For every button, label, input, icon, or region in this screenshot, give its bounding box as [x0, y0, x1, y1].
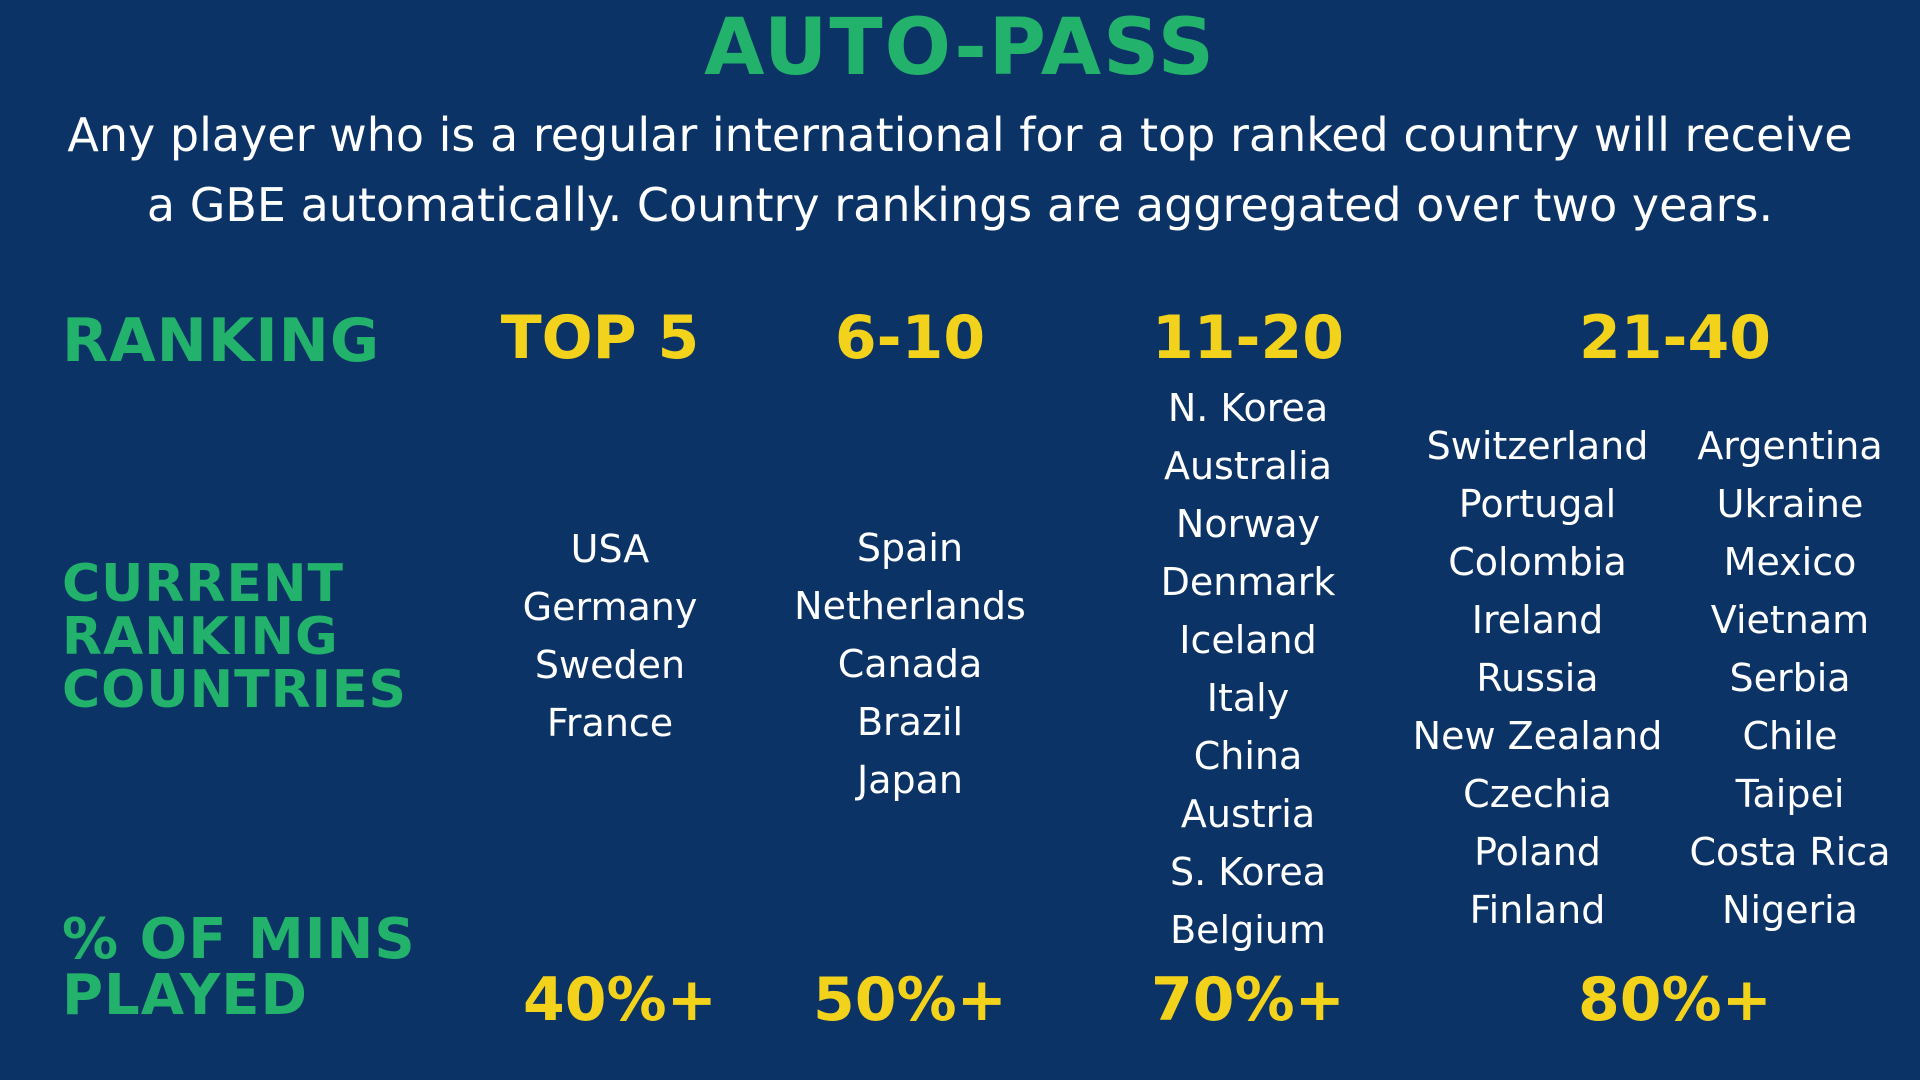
- country-item: Costa Rica: [1689, 830, 1891, 874]
- tier-percent-21-40: 80%+: [1578, 965, 1772, 1035]
- tier-header-6-10: 6-10: [834, 303, 986, 373]
- country-item: Sweden: [534, 643, 686, 687]
- tier-percent-11-20: 70%+: [1151, 965, 1345, 1035]
- tier-header-11-20: 11-20: [1152, 303, 1344, 373]
- country-item: Portugal: [1458, 482, 1617, 526]
- country-list-6-10: Spain Netherlands Canada Brazil Japan: [770, 519, 1050, 809]
- subtitle-line-1: Any player who is a regular internationa…: [67, 108, 1853, 162]
- country-item: Brazil: [856, 700, 964, 744]
- row-label-ranking: RANKING: [62, 306, 381, 376]
- country-item: USA: [570, 527, 650, 571]
- country-item: Belgium: [1170, 908, 1326, 952]
- country-item: Japan: [857, 758, 963, 802]
- country-item: Czechia: [1463, 772, 1612, 816]
- country-item: Ireland: [1471, 598, 1604, 642]
- row-label-line: PLAYED: [62, 963, 308, 1028]
- page-subtitle: Any player who is a regular internationa…: [30, 100, 1890, 240]
- country-item: Russia: [1476, 656, 1599, 700]
- country-item: Austria: [1180, 792, 1316, 836]
- page-title: AUTO-PASS: [704, 3, 1216, 93]
- country-item: New Zealand: [1412, 714, 1663, 758]
- country-item: Spain: [856, 526, 964, 570]
- country-item: Finland: [1469, 888, 1606, 932]
- country-item: Denmark: [1160, 560, 1336, 604]
- country-item: Poland: [1474, 830, 1601, 874]
- country-item: Argentina: [1697, 424, 1883, 468]
- row-label-current-ranking-countries: CURRENT RANKING COUNTRIES: [62, 558, 407, 717]
- subtitle-line-2: a GBE automatically. Country rankings ar…: [146, 178, 1774, 232]
- country-list-11-20: N. Korea Australia Norway Denmark Icelan…: [1118, 379, 1378, 959]
- country-list-21-40-col2: Argentina Ukraine Mexico Vietnam Serbia …: [1670, 417, 1910, 939]
- country-item: Vietnam: [1710, 598, 1870, 642]
- row-label-mins-played: % OF MINS PLAYED: [62, 912, 416, 1024]
- country-item: Nigeria: [1722, 888, 1858, 932]
- country-item: Chile: [1742, 714, 1838, 758]
- country-item: Canada: [837, 642, 983, 686]
- country-item: Mexico: [1723, 540, 1857, 584]
- country-item: Australia: [1163, 444, 1333, 488]
- country-item: S. Korea: [1169, 850, 1326, 894]
- country-item: Netherlands: [794, 584, 1026, 628]
- row-label-line: COUNTRIES: [62, 660, 407, 720]
- row-label-line: % OF MINS: [62, 907, 416, 972]
- tier-percent-6-10: 50%+: [813, 965, 1007, 1035]
- country-item: Switzerland: [1426, 424, 1649, 468]
- tier-header-top5: TOP 5: [500, 303, 700, 373]
- country-item: N. Korea: [1167, 386, 1329, 430]
- country-list-top5: USA Germany Sweden France: [490, 520, 730, 752]
- tier-percent-top5: 40%+: [523, 965, 717, 1035]
- country-item: Iceland: [1179, 618, 1317, 662]
- country-item: Ukraine: [1716, 482, 1864, 526]
- country-item: Taipei: [1735, 772, 1845, 816]
- country-item: China: [1193, 734, 1303, 778]
- country-item: Colombia: [1448, 540, 1627, 584]
- country-item: Italy: [1206, 676, 1290, 720]
- row-label-line: CURRENT: [62, 554, 344, 614]
- country-item: Norway: [1175, 502, 1321, 546]
- country-item: France: [546, 701, 674, 745]
- tier-header-21-40: 21-40: [1579, 303, 1771, 373]
- country-list-21-40-col1: Switzerland Portugal Colombia Ireland Ru…: [1400, 417, 1675, 939]
- country-item: Germany: [522, 585, 698, 629]
- row-label-line: RANKING: [62, 607, 339, 667]
- country-item: Serbia: [1729, 656, 1851, 700]
